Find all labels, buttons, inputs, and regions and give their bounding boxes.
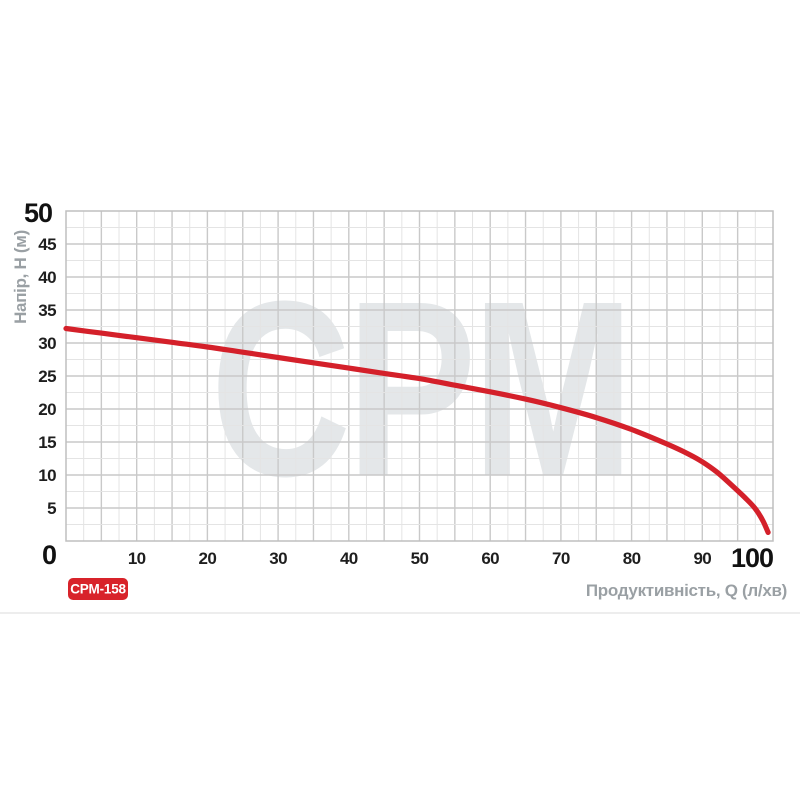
y-tick-label: 10 <box>38 466 56 485</box>
y-tick-label: 20 <box>38 400 56 419</box>
watermark-text: CPM <box>210 249 629 529</box>
pump-curve-line <box>63 325 771 535</box>
x-tick-label: 10 <box>128 549 146 568</box>
model-badge-background <box>68 578 128 600</box>
axis-tick-labels: 0 10 20 30 40 50 60 70 80 90 100 5 10 15 20 25 30 35 40 45 5… <box>24 198 774 573</box>
x-tick-label: 20 <box>199 549 217 568</box>
x-tick-label: 40 <box>340 549 358 568</box>
x-tick-label: 80 <box>623 549 641 568</box>
grid <box>66 211 773 541</box>
y-tick-label-emphasized: 50 <box>24 198 52 228</box>
y-tick-label: 30 <box>38 334 56 353</box>
y-tick-label: 45 <box>38 235 56 254</box>
bottom-divider <box>0 612 800 614</box>
model-badge: CPM-158 <box>68 578 128 600</box>
x-tick-label: 90 <box>693 549 711 568</box>
x-tick-label-emphasized: 100 <box>731 543 773 573</box>
y-axis-title: Напір, H (м) <box>11 230 30 324</box>
y-tick-label: 35 <box>38 301 56 320</box>
model-badge-label: CPM-158 <box>70 582 126 597</box>
x-tick-label: 50 <box>411 549 429 568</box>
x-tick-label: 70 <box>552 549 570 568</box>
x-axis-title: Продуктивність, Q (л/хв) <box>586 581 787 600</box>
plot-area-border <box>65 210 774 542</box>
x-tick-label: 30 <box>269 549 287 568</box>
y-tick-label: 5 <box>47 499 56 518</box>
x-tick-label: 60 <box>481 549 499 568</box>
origin-tick-label: 0 <box>42 540 56 570</box>
y-tick-label: 15 <box>38 433 56 452</box>
y-tick-label: 25 <box>38 367 56 386</box>
y-tick-label: 40 <box>38 268 56 287</box>
